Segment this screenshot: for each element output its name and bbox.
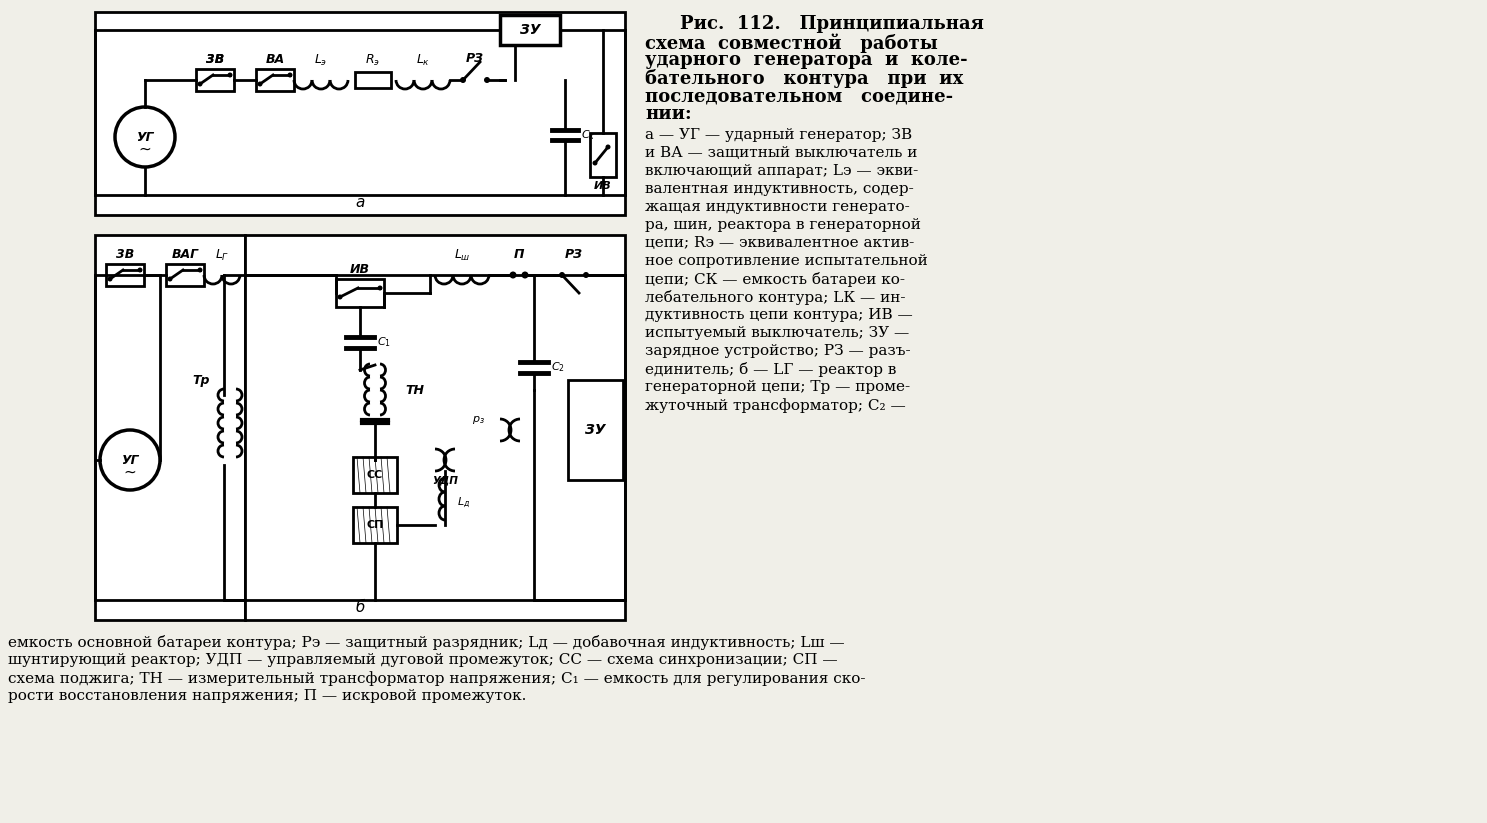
Text: УГ: УГ — [137, 131, 153, 143]
Text: валентная индуктивность, содер-: валентная индуктивность, содер- — [645, 182, 913, 196]
Circle shape — [522, 272, 528, 278]
Bar — [336, 279, 384, 307]
Text: схема  совместной   работы: схема совместной работы — [645, 33, 938, 53]
Circle shape — [107, 277, 113, 281]
Text: $C_к$: $C_к$ — [581, 128, 595, 142]
Circle shape — [228, 72, 232, 77]
Text: 3В: 3В — [205, 53, 225, 66]
Bar — [95, 12, 625, 215]
Text: емкость основной батареи контура; Pэ — защитный разрядник; Lд — добавочная индук: емкость основной батареи контура; Pэ — з… — [7, 635, 845, 650]
Text: жуточный трансформатор; C₂ —: жуточный трансформатор; C₂ — — [645, 398, 906, 413]
Text: зарядное устройство; РЗ — разъ-: зарядное устройство; РЗ — разъ- — [645, 344, 910, 358]
Circle shape — [198, 81, 202, 86]
Text: $L_{э}$: $L_{э}$ — [314, 53, 327, 68]
Text: $L_{ш}$: $L_{ш}$ — [454, 248, 470, 263]
Text: ударного  генератора  и  коле-: ударного генератора и коле- — [645, 51, 968, 69]
Text: лебательного контура; LК — ин-: лебательного контура; LК — ин- — [645, 290, 906, 305]
Text: цепи; CК — емкость батареи ко-: цепи; CК — емкость батареи ко- — [645, 272, 906, 287]
Circle shape — [510, 272, 516, 278]
Text: шунтирующий реактор; УДП — управляемый дуговой промежуток; CC — схема синхрониза: шунтирующий реактор; УДП — управляемый д… — [7, 653, 837, 667]
Text: цепи; Rэ — эквивалентное актив-: цепи; Rэ — эквивалентное актив- — [645, 236, 915, 250]
Circle shape — [287, 72, 293, 77]
Text: и ВА — защитный выключатель и: и ВА — защитный выключатель и — [645, 146, 917, 160]
Text: $L_{к}$: $L_{к}$ — [416, 53, 430, 68]
Text: РЗ: РЗ — [465, 52, 483, 65]
Circle shape — [583, 272, 589, 278]
Circle shape — [257, 81, 263, 86]
Text: ЗУ: ЗУ — [584, 423, 605, 437]
Circle shape — [137, 267, 143, 272]
Text: а: а — [355, 195, 364, 210]
Circle shape — [198, 267, 202, 272]
Text: 3В: 3В — [205, 53, 225, 66]
Text: РЗ: РЗ — [565, 248, 583, 261]
Text: единитель; б — LГ — реактор в: единитель; б — LГ — реактор в — [645, 362, 897, 377]
Text: рости восстановления напряжения; П — искровой промежуток.: рости восстановления напряжения; П — иск… — [7, 689, 526, 703]
Text: бательного   контура   при  их: бательного контура при их — [645, 69, 964, 88]
Text: схема поджига; ТН — измерительный трансформатор напряжения; C₁ — емкость для рег: схема поджига; ТН — измерительный трансф… — [7, 671, 865, 686]
Bar — [106, 264, 144, 286]
Text: включающий аппарат; Lэ — экви-: включающий аппарат; Lэ — экви- — [645, 164, 919, 178]
Bar — [245, 235, 625, 620]
Text: генераторной цепи; Тр — проме-: генераторной цепи; Тр — проме- — [645, 380, 910, 394]
Text: ~: ~ — [138, 142, 152, 156]
Bar — [196, 69, 233, 91]
Circle shape — [459, 77, 465, 83]
Text: ~: ~ — [123, 464, 137, 480]
Text: $р_з$: $р_з$ — [473, 414, 485, 426]
Text: б: б — [355, 600, 364, 615]
Text: $C_1$: $C_1$ — [378, 335, 391, 349]
Text: $C_2$: $C_2$ — [552, 360, 565, 374]
Bar — [256, 69, 294, 91]
Circle shape — [592, 160, 598, 165]
Bar — [352, 457, 397, 493]
Bar — [95, 235, 245, 620]
Circle shape — [483, 77, 491, 83]
Text: ра, шин, реактора в генераторной: ра, шин, реактора в генераторной — [645, 218, 920, 232]
Text: ИВ: ИВ — [349, 263, 370, 276]
Bar — [590, 133, 616, 177]
Circle shape — [378, 286, 382, 291]
Text: ВАГ: ВАГ — [171, 248, 199, 261]
Text: a — УГ — ударный генератор; ЗВ: a — УГ — ударный генератор; ЗВ — [645, 128, 912, 142]
Text: 3В: 3В — [116, 248, 134, 261]
Text: испытуемый выключатель; ЗУ —: испытуемый выключатель; ЗУ — — [645, 326, 909, 340]
Text: ВА: ВА — [266, 53, 284, 66]
Text: СП: СП — [366, 520, 384, 530]
Text: Рис.  112.   Принципиальная: Рис. 112. Принципиальная — [680, 15, 984, 33]
Text: ИВ: ИВ — [595, 181, 611, 191]
Text: нии:: нии: — [645, 105, 691, 123]
Bar — [500, 15, 561, 45]
Text: $R_{э}$: $R_{э}$ — [366, 53, 381, 68]
Text: ЗУ: ЗУ — [519, 23, 540, 37]
Text: П: П — [513, 248, 525, 261]
Text: Тр: Тр — [192, 374, 210, 387]
Text: УГ: УГ — [120, 453, 138, 467]
Text: УДП: УДП — [433, 475, 458, 485]
Text: $L_{д}$: $L_{д}$ — [457, 495, 470, 510]
Circle shape — [338, 295, 342, 300]
Bar — [568, 380, 623, 480]
Bar — [167, 264, 204, 286]
Text: $L_{Г}$: $L_{Г}$ — [214, 248, 229, 263]
Circle shape — [168, 277, 172, 281]
Text: последовательном   соедине-: последовательном соедине- — [645, 87, 953, 105]
Text: ное сопротивление испытательной: ное сопротивление испытательной — [645, 254, 928, 268]
Bar — [355, 72, 391, 88]
Text: ТН: ТН — [404, 384, 424, 397]
Text: СС: СС — [367, 470, 384, 480]
Text: дуктивность цепи контура; ИВ —: дуктивность цепи контура; ИВ — — [645, 308, 913, 322]
Text: жащая индуктивности генерато-: жащая индуктивности генерато- — [645, 200, 910, 214]
Bar — [352, 507, 397, 543]
Circle shape — [605, 145, 611, 150]
Circle shape — [559, 272, 565, 278]
